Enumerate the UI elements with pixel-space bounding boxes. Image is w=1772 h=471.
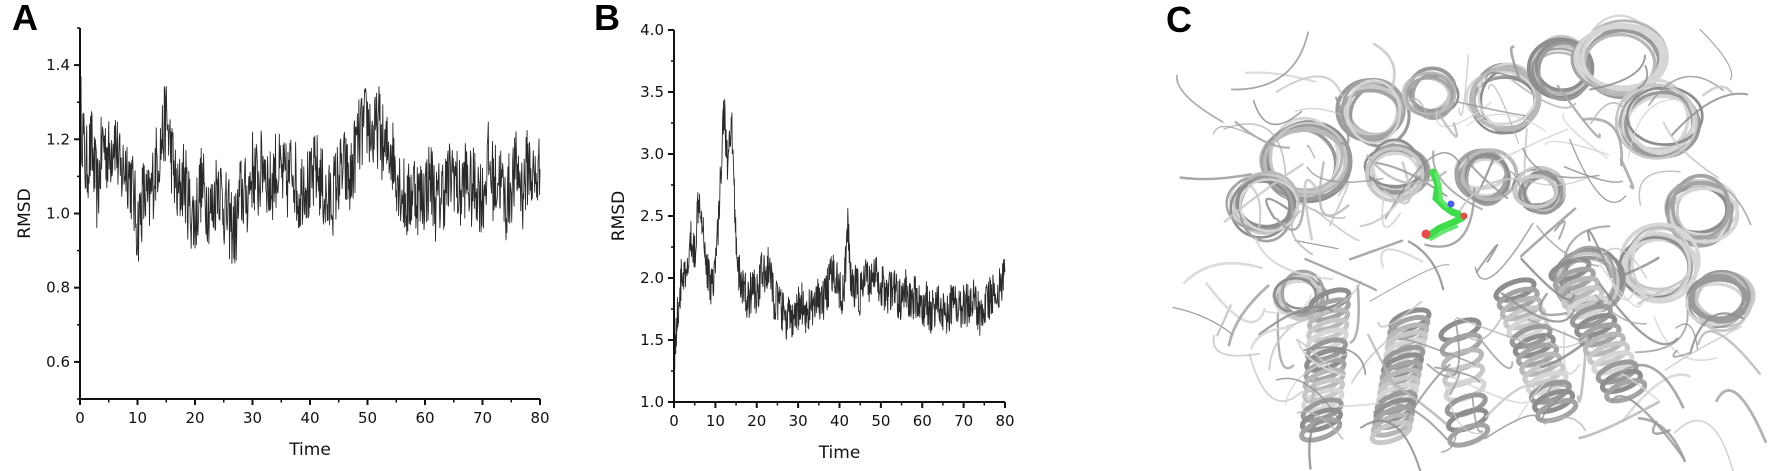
x-tick-label: 10	[128, 409, 147, 427]
x-tick-label: 60	[913, 412, 932, 430]
axes	[74, 27, 541, 405]
x-tick-label: 20	[747, 412, 766, 430]
protein-backbone-bundle	[1172, 14, 1767, 471]
x-tick-label: 40	[830, 412, 849, 430]
y-tick-label: 1.0	[640, 393, 664, 411]
x-tick-label: 10	[706, 412, 725, 430]
y-tick-label: 0.8	[46, 279, 70, 297]
x-tick-label: 40	[300, 409, 319, 427]
rmsd-line	[673, 98, 1006, 373]
x-axis-title: Time	[818, 443, 861, 463]
x-tick-label: 0	[669, 412, 679, 430]
x-tick-label: 50	[358, 409, 377, 427]
rmsd-chart-b: 1.0 1.5 2.0 2.5 3.0 3.5 4.0 0 10 20 30 40 50 60 70 80 Ti…	[609, 21, 1015, 463]
x-tick-label: 80	[530, 409, 549, 427]
ligand-icon	[1421, 168, 1468, 244]
panel-letter-b: B	[594, 0, 620, 38]
x-tick-label: 70	[954, 412, 973, 430]
x-tick-label: 0	[75, 409, 85, 427]
x-axis-title: Time	[288, 440, 331, 460]
x-tick-label: 20	[185, 409, 204, 427]
y-tick-label: 2.5	[640, 207, 664, 225]
rmsd-chart-a: 0.6 0.8 1.0 1.2 1.4 0 10 20 30 40 50 60 70 80 Time RMSD	[15, 27, 550, 460]
panel-letter-a: A	[12, 0, 38, 38]
y-tick-label: 1.5	[640, 331, 664, 349]
y-axis-title: RMSD	[609, 191, 629, 241]
y-tick-label: 3.5	[640, 83, 664, 101]
y-tick-label: 1.2	[46, 130, 70, 148]
axes	[668, 29, 1006, 408]
y-tick-label: 3.0	[640, 145, 664, 163]
y-tick-label: 2.0	[640, 269, 664, 287]
x-tick-label: 70	[473, 409, 492, 427]
y-tick-label: 0.6	[46, 353, 70, 371]
y-axis-title: RMSD	[15, 188, 35, 238]
x-tick-label: 80	[995, 412, 1014, 430]
y-tick-label: 4.0	[640, 21, 664, 39]
y-tick-label: 1.4	[46, 56, 70, 74]
x-tick-label: 60	[415, 409, 434, 427]
x-tick-label: 30	[789, 412, 808, 430]
x-tick-label: 50	[871, 412, 890, 430]
oxygen-atom-icon	[1421, 229, 1431, 239]
oxygen-atom-icon	[1460, 212, 1468, 220]
y-tick-label: 1.0	[46, 205, 70, 223]
panel-letter-c: C	[1166, 0, 1192, 40]
nitrogen-atom-icon	[1447, 200, 1455, 208]
rmsd-line	[79, 76, 541, 264]
x-tick-label: 30	[243, 409, 262, 427]
